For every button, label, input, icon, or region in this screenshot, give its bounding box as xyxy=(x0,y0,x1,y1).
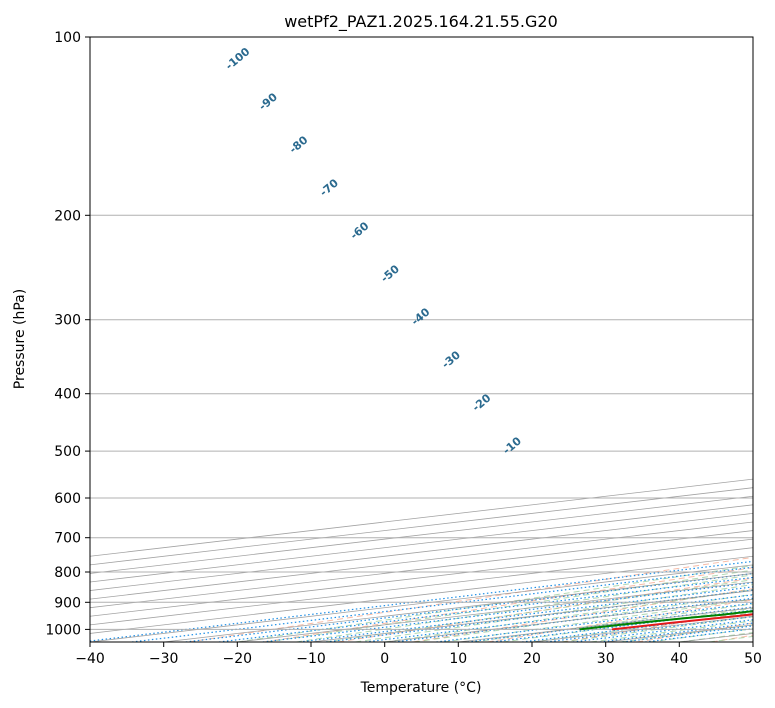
y-tick-label: 700 xyxy=(54,531,81,547)
moist-adiabats xyxy=(237,564,753,642)
isotherm-line xyxy=(90,478,753,557)
x-tick-label: 40 xyxy=(670,651,688,667)
x-tick-label: 30 xyxy=(597,651,615,667)
mixing-ratio-line xyxy=(131,566,753,642)
moist-adiabat-line xyxy=(325,579,753,642)
isotherm-line xyxy=(90,495,753,574)
isotherm-line xyxy=(90,504,753,583)
x-tick-label: −20 xyxy=(223,651,253,667)
y-tick-label: 1000 xyxy=(45,622,81,638)
moist-adiabat-line xyxy=(414,593,753,642)
y-axis-ticks: 1000 900 800 700 600 500 400 300 200 100 xyxy=(45,30,90,638)
isotherm-line xyxy=(90,487,753,566)
dry-adiabats xyxy=(188,556,753,642)
y-tick-label: 900 xyxy=(54,595,81,611)
x-axis-ticks: −40 −30 −20 −10 0 10 20 30 40 50 xyxy=(75,642,762,667)
pressure-gridlines xyxy=(90,37,753,630)
isotherm-line xyxy=(90,513,753,591)
moist-adiabat-line xyxy=(355,584,753,642)
y-axis-label: Pressure (hPa) xyxy=(12,289,28,389)
y-tick-label: 800 xyxy=(54,565,81,581)
y-tick-label: 100 xyxy=(54,30,81,46)
x-tick-label: −30 xyxy=(149,651,179,667)
x-tick-label: 10 xyxy=(449,651,467,667)
x-tick-label: 50 xyxy=(744,651,762,667)
x-tick-label: −40 xyxy=(75,651,105,667)
dry-adiabat-line xyxy=(338,577,753,642)
y-tick-label: 400 xyxy=(54,387,81,403)
isotherm-line xyxy=(90,521,753,600)
plot-area: 0.10.20.40.611.52346810131620253036-100-… xyxy=(90,37,753,642)
y-tick-label: 500 xyxy=(54,444,81,460)
mixing-ratio-line xyxy=(90,560,753,642)
isotherm-line xyxy=(90,530,753,609)
x-axis-label: Temperature (°C) xyxy=(360,680,482,696)
dry-adiabat-line xyxy=(188,556,753,642)
plot-frame xyxy=(89,36,754,643)
y-tick-label: 600 xyxy=(54,491,81,507)
chart-title: wetPf2_PAZ1.2025.164.21.55.G20 xyxy=(284,12,558,32)
isotherm-line xyxy=(90,538,753,617)
y-tick-label: 300 xyxy=(54,313,81,329)
mixing-ratio-line xyxy=(185,572,753,642)
x-tick-label: −10 xyxy=(296,651,326,667)
y-tick-label: 200 xyxy=(54,208,81,224)
x-tick-label: 20 xyxy=(523,651,541,667)
x-tick-label: 0 xyxy=(380,651,389,667)
isotherms xyxy=(90,478,753,642)
dry-adiabat-line xyxy=(412,588,753,642)
